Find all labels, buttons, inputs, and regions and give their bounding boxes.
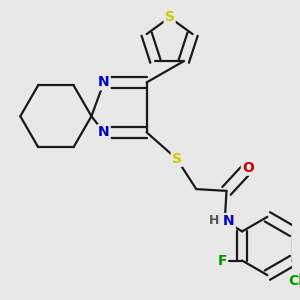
Text: S: S <box>172 152 182 166</box>
Text: S: S <box>165 11 175 24</box>
Text: N: N <box>98 76 110 89</box>
Text: H: H <box>209 214 219 227</box>
Text: O: O <box>242 161 254 175</box>
Text: N: N <box>98 125 110 139</box>
Text: N: N <box>223 214 235 228</box>
Text: F: F <box>218 254 227 268</box>
Text: Cl: Cl <box>289 274 300 288</box>
